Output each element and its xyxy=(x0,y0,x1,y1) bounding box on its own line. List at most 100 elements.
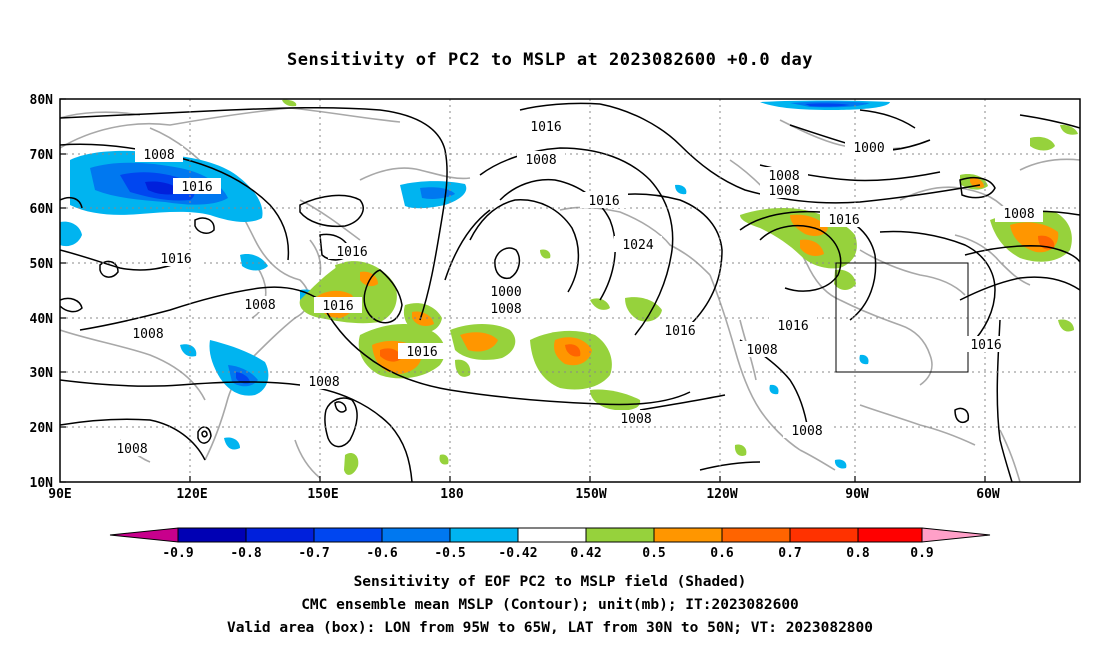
contour-label-text: 1016 xyxy=(588,194,619,209)
contour-label: 1000 xyxy=(845,139,893,156)
colorbar-segment xyxy=(517,527,587,543)
contour-label: 1016 xyxy=(173,178,221,195)
lon-label: 60W xyxy=(976,487,1000,502)
colorbar-label: -0.9 xyxy=(162,546,193,561)
caption-line-3: Valid area (box): LON from 95W to 65W, L… xyxy=(226,620,873,636)
colorbar-segment xyxy=(857,527,923,543)
contour-label: 1008 xyxy=(300,373,348,390)
contour-label-text: 1016 xyxy=(406,345,437,360)
latitude-labels: 80N 70N 60N 50N 40N 30N 20N 10N xyxy=(30,93,54,491)
valid-area-box xyxy=(835,262,969,373)
colorbar-segment xyxy=(921,527,991,543)
contour-label: 1016 xyxy=(962,336,1010,353)
contour-label: 1008 xyxy=(135,146,183,163)
colorbar-label: 0.9 xyxy=(910,546,933,561)
contour-label-text: 1008 xyxy=(746,343,777,358)
contour-label-text: 1008 xyxy=(1003,207,1034,222)
colorbar-segment xyxy=(653,527,723,543)
contour-label: 1008 xyxy=(124,325,172,342)
contour-label-text: 1000 xyxy=(853,141,884,156)
plot-area xyxy=(60,99,1080,482)
contour-label: 1016 xyxy=(820,211,868,228)
contour-label-text: 1016 xyxy=(970,338,1001,353)
contour-label: 1008 xyxy=(482,300,530,317)
colorbar-segment xyxy=(245,527,315,543)
contour-label-text: 1016 xyxy=(336,245,367,260)
colorbar-label: 0.5 xyxy=(642,546,665,561)
colorbar-label: -0.42 xyxy=(498,546,537,561)
graticule xyxy=(60,99,1080,482)
lat-label: 20N xyxy=(30,421,54,436)
contour-label-text: 1008 xyxy=(768,184,799,199)
lon-label: 150W xyxy=(575,487,606,502)
contour-labels: 1016 1008 1016 1008 1016 1000 1008 1008 … xyxy=(108,118,1043,457)
contour-label-text: 1008 xyxy=(244,298,275,313)
contour-label-text: 1008 xyxy=(308,375,339,390)
contour-label-text: 1016 xyxy=(322,299,353,314)
colorbar-label: 0.6 xyxy=(710,546,734,561)
contour-label-text: 1016 xyxy=(777,319,808,334)
plot-frame xyxy=(59,98,1081,483)
contour-label: 1008 xyxy=(783,422,831,439)
contour-label: 1008 xyxy=(108,440,156,457)
colorbar-segment xyxy=(381,527,451,543)
colorbar-labels: -0.9 -0.8 -0.7 -0.6 -0.5 -0.42 0.42 0.5 … xyxy=(162,546,933,561)
colorbar-segment xyxy=(721,527,791,543)
contour-label-text: 1008 xyxy=(490,302,521,317)
contour-label: 1016 xyxy=(769,317,817,334)
lat-label: 70N xyxy=(30,148,54,163)
lat-label: 40N xyxy=(30,312,54,327)
contour-label-text: 1008 xyxy=(143,148,174,163)
contour-label: 1000 xyxy=(482,283,530,300)
contour-label: 1008 xyxy=(612,410,660,427)
contour-label: 1008 xyxy=(760,182,808,199)
contour-label: 1008 xyxy=(236,296,284,313)
colorbar-label: 0.42 xyxy=(570,546,601,561)
lat-label: 30N xyxy=(30,366,54,381)
lon-label: 90W xyxy=(845,487,869,502)
lon-label: 150E xyxy=(307,487,338,502)
contour-label-text: 1008 xyxy=(791,424,822,439)
contour-label: 1016 xyxy=(314,297,362,314)
colorbar-segment xyxy=(585,527,655,543)
colorbar-label: -0.5 xyxy=(434,546,465,561)
contour-label: 1016 xyxy=(580,192,628,209)
lon-label: 120W xyxy=(706,487,737,502)
contour-label-text: 1016 xyxy=(530,120,561,135)
contour-label-text: 1016 xyxy=(664,324,695,339)
contour-label-text: 1008 xyxy=(132,327,163,342)
contour-label-text: 1016 xyxy=(181,180,212,195)
contour-label: 1008 xyxy=(995,206,1043,222)
contour-label-text: 1008 xyxy=(116,442,147,457)
contour-label: 1016 xyxy=(398,343,446,360)
colorbar-label: 0.8 xyxy=(846,546,870,561)
contour-label: 1016 xyxy=(522,118,570,135)
longitude-labels: 90E 120E 150E 180 150W 120W 90W 60W xyxy=(48,487,1000,502)
lat-label: 80N xyxy=(30,93,54,108)
colorbar-segment xyxy=(313,527,383,543)
colorbar xyxy=(109,527,991,543)
contour-label-text: 1008 xyxy=(768,169,799,184)
lat-label: 10N xyxy=(30,476,54,491)
axis-ticks xyxy=(60,98,986,483)
contour-label-text: 1000 xyxy=(490,285,521,300)
lat-label: 60N xyxy=(30,202,54,217)
colorbar-label: -0.7 xyxy=(298,546,329,561)
lon-label: 180 xyxy=(440,487,464,502)
colorbar-segment xyxy=(109,527,179,543)
map-title: Sensitivity of PC2 to MSLP at 2023082600… xyxy=(286,50,813,70)
colorbar-segment xyxy=(449,527,519,543)
contour-label-text: 1024 xyxy=(622,238,653,253)
contour-label-text: 1016 xyxy=(160,252,191,267)
contour-label: 1016 xyxy=(656,322,704,339)
contour-label-text: 1016 xyxy=(828,213,859,228)
colorbar-segment xyxy=(177,527,247,543)
contour-label: 1008 xyxy=(517,151,565,168)
lat-label: 50N xyxy=(30,257,54,272)
contour-label: 1008 xyxy=(738,341,786,358)
colorbar-segment xyxy=(789,527,859,543)
contour-label-text: 1008 xyxy=(620,412,651,427)
colorbar-label: 0.7 xyxy=(778,546,801,561)
contour-label: 1024 xyxy=(614,236,662,253)
contour-label-text: 1008 xyxy=(525,153,556,168)
